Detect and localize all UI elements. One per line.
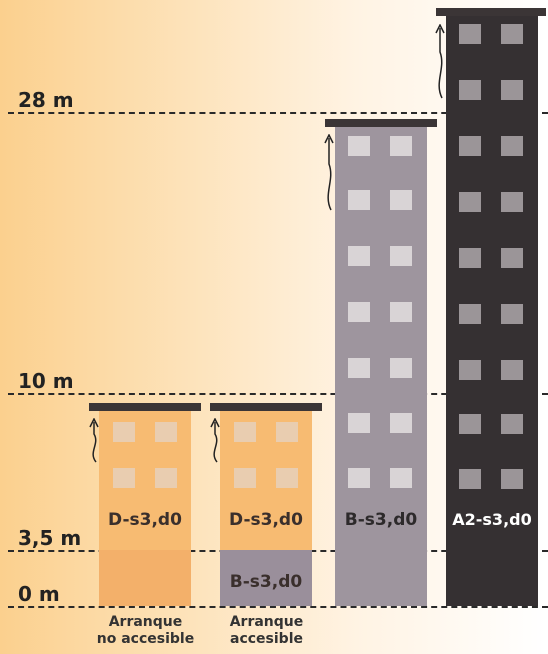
airflow-arrow-icon	[89, 418, 99, 463]
rating-lower: B-s3,d0	[229, 572, 303, 592]
rating-upper: D-s3,d0	[108, 510, 182, 530]
rating-upper: D-s3,d0	[229, 510, 303, 530]
level-line-28m	[8, 112, 548, 114]
level-line-10m	[8, 393, 548, 395]
caption-line2: no accesible	[96, 631, 195, 647]
roof	[325, 119, 437, 127]
roof	[89, 403, 201, 411]
caption-line1: Arranque	[229, 614, 304, 630]
level-label-10m: 10 m	[18, 369, 74, 393]
level-label-3-5m: 3,5 m	[18, 526, 82, 550]
caption-line2: accesible	[230, 631, 303, 647]
building-tall: A2-s3,d0	[446, 14, 538, 606]
caption-no-accesible: Arranque no accesible	[78, 614, 213, 648]
building-accesible: D-s3,d0 B-s3,d0	[220, 410, 312, 606]
caption-accesible: Arranque accesible	[199, 614, 334, 648]
airflow-arrow-icon	[210, 418, 220, 463]
building-medium: B-s3,d0	[335, 126, 427, 606]
level-label-0m: 0 m	[18, 582, 60, 606]
airflow-arrow-icon	[435, 24, 445, 99]
rating-upper: A2-s3,d0	[452, 510, 532, 529]
caption-line1: Arranque	[108, 614, 183, 630]
airflow-arrow-icon	[324, 134, 334, 211]
roof	[210, 403, 322, 411]
building-no-accesible: D-s3,d0	[99, 410, 191, 606]
level-line-0m	[8, 606, 548, 608]
rating-upper: B-s3,d0	[344, 510, 418, 530]
level-label-28m: 28 m	[18, 88, 74, 112]
building-base	[220, 550, 312, 606]
roof	[436, 8, 546, 16]
